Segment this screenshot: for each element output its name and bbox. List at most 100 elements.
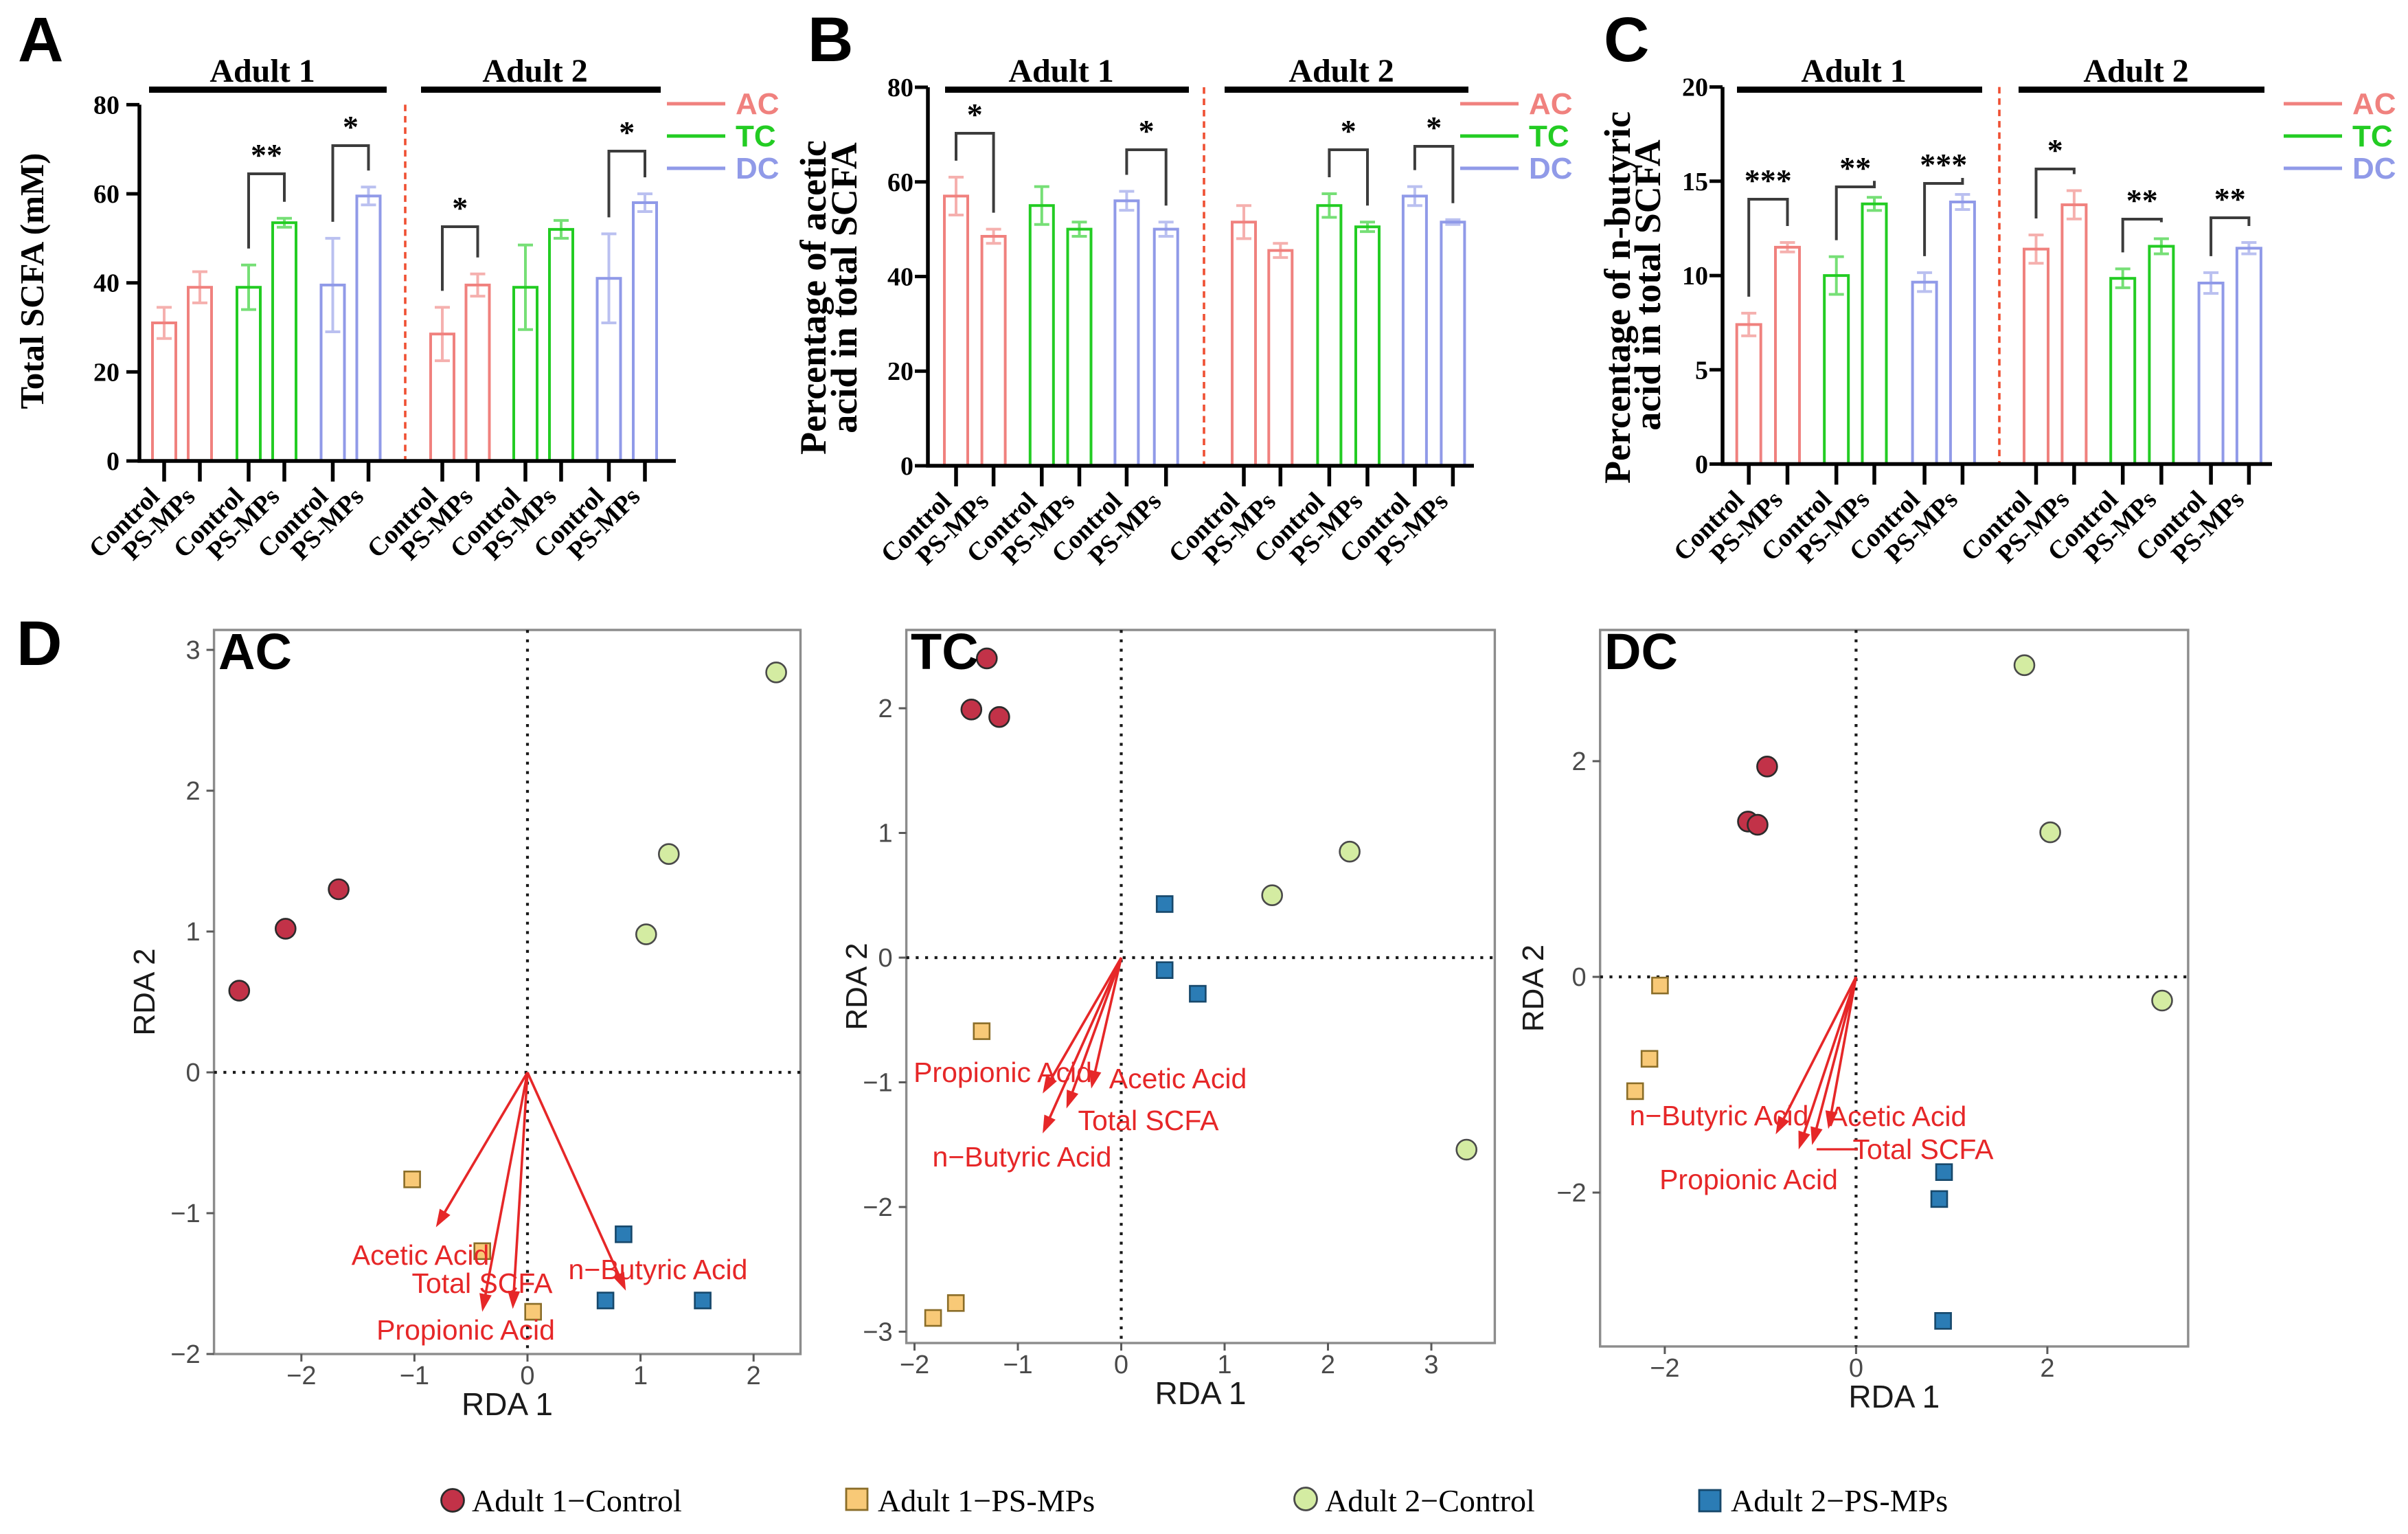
svg-text:DC: DC	[1604, 623, 1678, 680]
svg-text:60: 60	[887, 168, 913, 197]
svg-text:Adult 1: Adult 1	[209, 53, 315, 89]
svg-text:Acetic Acid: Acetic Acid	[1109, 1063, 1247, 1094]
svg-text:Adult 1: Adult 1	[1801, 53, 1906, 89]
svg-text:Adult 2−PS-MPs: Adult 2−PS-MPs	[1731, 1483, 1948, 1518]
svg-text:Total SCFA: Total SCFA	[1078, 1105, 1219, 1136]
svg-text:Acetic Acid: Acetic Acid	[1829, 1101, 1967, 1132]
svg-text:2: 2	[2040, 1354, 2054, 1383]
svg-text:RDA 1: RDA 1	[462, 1386, 553, 1422]
svg-text:**: **	[2126, 183, 2158, 218]
svg-text:Adult 2−Control: Adult 2−Control	[1325, 1483, 1535, 1518]
svg-text:Adult 1−PS-MPs: Adult 1−PS-MPs	[878, 1483, 1095, 1518]
svg-text:**: **	[251, 137, 282, 172]
svg-text:20: 20	[93, 358, 120, 387]
svg-text:*: *	[1139, 113, 1155, 148]
svg-text:0: 0	[1849, 1354, 1863, 1383]
svg-text:Adult 2: Adult 2	[482, 53, 587, 89]
svg-text:Adult 2: Adult 2	[2083, 53, 2188, 89]
svg-text:40: 40	[887, 263, 913, 292]
svg-text:**: **	[2214, 181, 2246, 216]
svg-text:Propionic Acid: Propionic Acid	[376, 1314, 555, 1346]
svg-text:−2: −2	[1650, 1354, 1679, 1383]
svg-text:RDA 2: RDA 2	[128, 948, 161, 1035]
svg-text:*: *	[1426, 110, 1442, 145]
svg-text:Propionic Acid: Propionic Acid	[913, 1057, 1092, 1088]
svg-text:Total SCFA: Total SCFA	[411, 1267, 553, 1299]
svg-text:80: 80	[887, 74, 913, 102]
svg-text:AC: AC	[1529, 87, 1573, 121]
svg-text:5: 5	[1695, 356, 1708, 385]
svg-text:***: ***	[1745, 163, 1792, 198]
svg-text:20: 20	[1682, 74, 1708, 102]
svg-text:*: *	[619, 115, 635, 150]
svg-text:*: *	[967, 97, 983, 132]
svg-text:DC: DC	[2352, 152, 2396, 185]
svg-text:1: 1	[185, 918, 200, 947]
svg-text:1: 1	[1217, 1351, 1231, 1379]
svg-text:1: 1	[878, 820, 892, 848]
svg-text:0: 0	[185, 1059, 200, 1087]
svg-text:***: ***	[1920, 147, 1967, 182]
svg-text:n−Butyric Acid: n−Butyric Acid	[933, 1141, 1112, 1173]
svg-text:−2: −2	[1556, 1179, 1586, 1208]
svg-text:Propionic Acid: Propionic Acid	[1659, 1164, 1838, 1195]
svg-text:Adult 1: Adult 1	[1008, 53, 1113, 89]
svg-text:*: *	[452, 190, 468, 225]
svg-text:2: 2	[878, 695, 892, 723]
svg-text:20: 20	[887, 357, 913, 386]
svg-text:TC: TC	[1529, 120, 1569, 153]
svg-text:*: *	[1341, 113, 1356, 148]
svg-text:2: 2	[747, 1362, 761, 1390]
svg-text:2: 2	[1572, 747, 1587, 776]
svg-text:3: 3	[185, 636, 200, 665]
svg-text:Adult 1−Control: Adult 1−Control	[472, 1483, 682, 1518]
svg-text:−3: −3	[863, 1318, 892, 1347]
svg-text:1: 1	[633, 1362, 648, 1390]
svg-text:0: 0	[1572, 963, 1587, 992]
svg-text:acid in total SCFA: acid in total SCFA	[1627, 139, 1668, 431]
svg-text:B: B	[808, 5, 853, 75]
svg-text:n−Butyric Acid: n−Butyric Acid	[569, 1254, 748, 1285]
svg-text:−2: −2	[863, 1193, 892, 1222]
svg-text:*: *	[343, 109, 359, 144]
svg-text:−2: −2	[170, 1340, 200, 1369]
svg-text:−1: −1	[1003, 1351, 1032, 1379]
svg-text:−1: −1	[863, 1069, 892, 1098]
svg-text:0: 0	[900, 452, 913, 481]
svg-text:80: 80	[93, 91, 120, 120]
svg-text:AC: AC	[2352, 87, 2396, 121]
svg-text:DC: DC	[1529, 152, 1573, 185]
svg-text:15: 15	[1682, 168, 1708, 196]
svg-text:D: D	[16, 609, 62, 679]
svg-text:3: 3	[1424, 1351, 1438, 1379]
svg-text:A: A	[18, 5, 63, 75]
svg-text:Percentage of acetic: Percentage of acetic	[793, 140, 834, 455]
svg-text:Acetic Acid: Acetic Acid	[352, 1239, 490, 1271]
svg-text:10: 10	[1682, 262, 1708, 291]
svg-text:−1: −1	[400, 1362, 429, 1390]
svg-text:Percentage of n-butyric: Percentage of n-butyric	[1597, 111, 1638, 484]
svg-text:DC: DC	[736, 152, 780, 185]
svg-text:TC: TC	[2352, 120, 2393, 153]
svg-text:**: **	[1839, 150, 1871, 185]
svg-text:RDA 2: RDA 2	[840, 943, 874, 1030]
svg-text:0: 0	[1114, 1351, 1128, 1379]
svg-text:TC: TC	[911, 623, 979, 680]
svg-text:acid in total SCFA: acid in total SCFA	[824, 142, 865, 433]
svg-text:0: 0	[520, 1362, 534, 1390]
svg-text:2: 2	[185, 777, 200, 806]
svg-text:60: 60	[93, 180, 120, 209]
svg-text:RDA 1: RDA 1	[1155, 1375, 1247, 1411]
svg-text:RDA 2: RDA 2	[1517, 945, 1550, 1032]
svg-text:Total SCFA: Total SCFA	[1852, 1133, 1994, 1165]
svg-text:*: *	[2047, 133, 2063, 168]
svg-text:−2: −2	[900, 1351, 929, 1379]
svg-text:AC: AC	[736, 87, 780, 121]
svg-text:AC: AC	[218, 623, 292, 680]
svg-text:C: C	[1604, 5, 1649, 75]
svg-text:0: 0	[106, 447, 120, 476]
svg-text:Adult 2: Adult 2	[1288, 53, 1394, 89]
svg-text:TC: TC	[736, 120, 776, 153]
svg-text:2: 2	[1321, 1351, 1335, 1379]
svg-text:n−Butyric Acid: n−Butyric Acid	[1630, 1100, 1809, 1131]
